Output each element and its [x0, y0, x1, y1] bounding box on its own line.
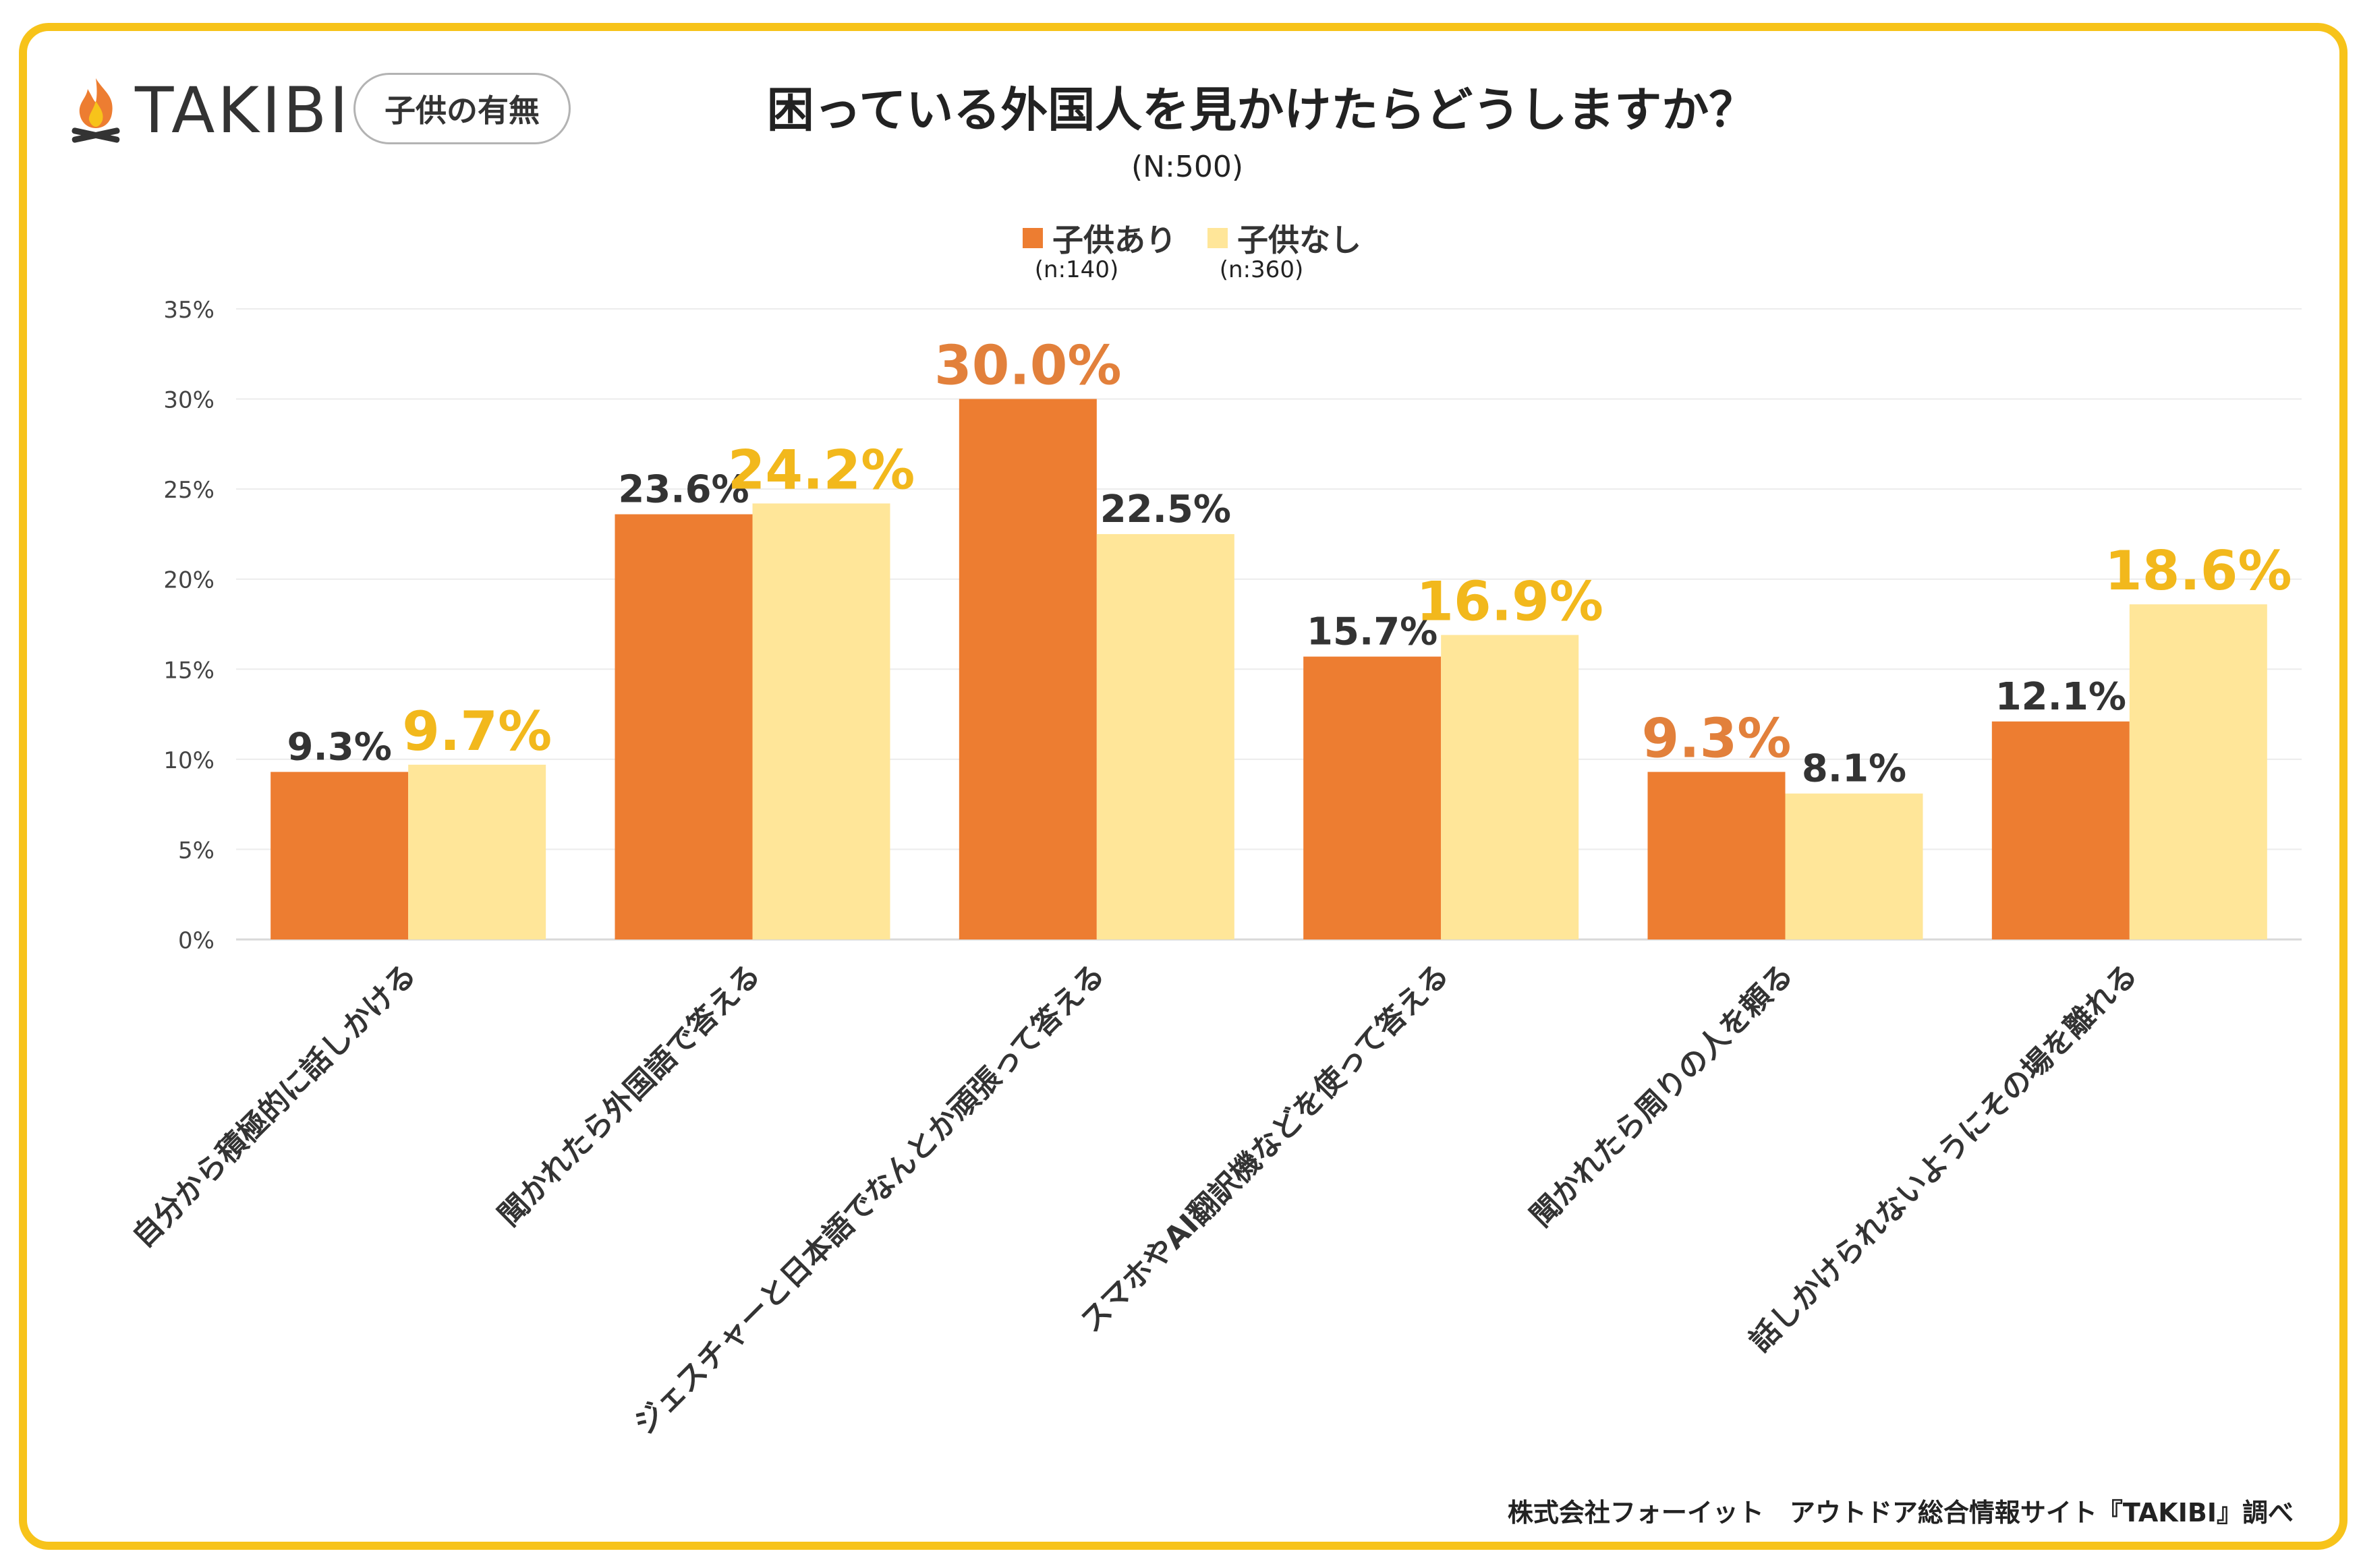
campfire-icon: [72, 78, 120, 143]
x-category-label: 話しかけられないようにその場を離れる: [1743, 958, 2144, 1359]
data-label: 9.7%: [402, 700, 552, 763]
legend-label: 子供あり: [1052, 222, 1176, 258]
x-category-label: 聞かれたら周りの人を頼る: [1524, 958, 1800, 1233]
bar: [1647, 772, 1786, 939]
data-label: 16.9%: [1416, 571, 1603, 633]
data-label: 18.6%: [2105, 540, 2292, 602]
bar: [752, 503, 890, 939]
bar: [1441, 635, 1579, 939]
data-label: 15.7%: [1307, 610, 1438, 654]
y-tick-label: 20%: [163, 567, 215, 594]
data-label: 30.0%: [934, 335, 1122, 397]
y-tick-label: 5%: [178, 837, 215, 864]
bar: [408, 764, 546, 939]
data-label: 12.1%: [1995, 675, 2126, 719]
category-tag: 子供の有無: [353, 73, 571, 144]
y-tick-label: 15%: [163, 657, 215, 684]
data-label: 24.2%: [728, 439, 915, 502]
legend-label: 子供なし: [1237, 222, 1361, 258]
legend-n-without-children: (n:360): [1219, 256, 1304, 283]
bar: [271, 772, 409, 939]
bar: [1096, 533, 1234, 939]
bar: [959, 399, 1097, 939]
x-category-label: 自分から積極的に話しかける: [125, 958, 423, 1255]
y-tick-label: 0%: [178, 927, 215, 954]
bar: [1991, 721, 2130, 939]
y-tick-label: 35%: [163, 297, 215, 324]
y-tick-label: 10%: [163, 747, 215, 774]
legend-n-with-children: (n:140): [1034, 256, 1119, 283]
y-tick-label: 25%: [163, 477, 215, 504]
bar: [1303, 656, 1442, 939]
data-label: 9.3%: [287, 726, 392, 770]
source-note: 株式会社フォーイット アウトドア総合情報サイト『TAKIBI』調べ: [1507, 1498, 2294, 1528]
legend-item-with-children: 子供あり: [1023, 216, 1176, 260]
bar: [2129, 604, 2267, 939]
data-label: 8.1%: [1802, 747, 1906, 791]
data-label: 22.5%: [1100, 488, 1231, 531]
bar: [615, 514, 753, 939]
sample-size: (N:500): [1131, 150, 1244, 184]
x-category-label: 聞かれたら外国語で答える: [492, 958, 767, 1233]
chart-title: 困っている外国人を見かけたらどうしますか？: [766, 82, 1757, 138]
data-label: 9.3%: [1642, 707, 1792, 770]
y-tick-label: 30%: [163, 387, 215, 414]
legend-swatch-yellow: [1207, 228, 1228, 248]
data-label: 23.6%: [618, 468, 749, 512]
bar: [1785, 793, 1923, 939]
legend-swatch-orange: [1023, 228, 1043, 248]
brand-name: TAKIBI: [135, 74, 351, 148]
legend-item-without-children: 子供なし: [1207, 216, 1361, 260]
x-category-label: スマホやAI翻訳機などを使って答える: [1074, 958, 1456, 1339]
